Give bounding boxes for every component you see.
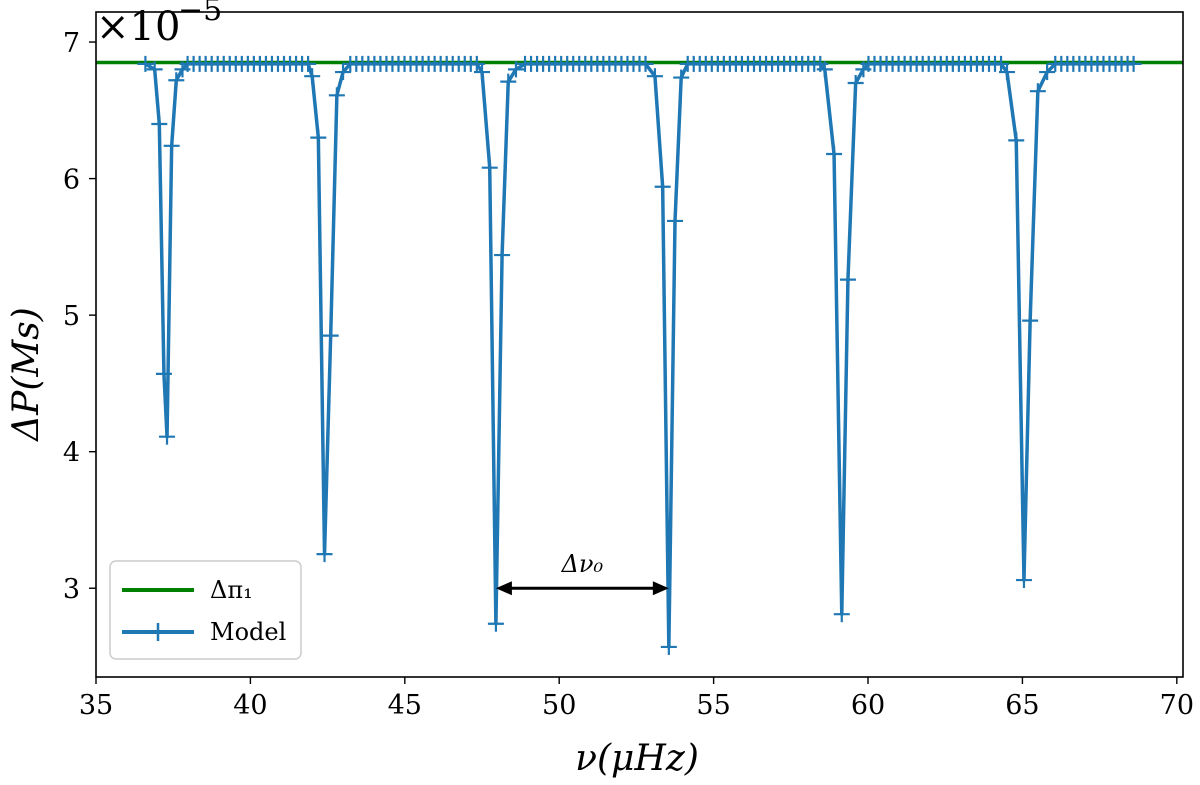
model-point xyxy=(654,178,671,195)
model-point xyxy=(163,137,180,154)
x-tick-label: 60 xyxy=(851,690,885,721)
series-model-line xyxy=(144,62,1134,649)
y-tick-label: 3 xyxy=(63,574,80,605)
model-point xyxy=(487,615,504,632)
model-point xyxy=(1125,55,1142,72)
x-tick-label: 40 xyxy=(233,690,267,721)
model-point xyxy=(507,61,524,78)
series-model-markers xyxy=(137,55,1142,655)
model-point xyxy=(637,55,654,72)
model-point xyxy=(1039,64,1056,81)
x-tick-label: 35 xyxy=(79,690,113,721)
x-tick-label: 50 xyxy=(542,690,576,721)
model-point xyxy=(847,75,864,92)
y-tick-label: 6 xyxy=(63,165,80,196)
model-point xyxy=(494,247,511,264)
y-tick-label: 7 xyxy=(63,28,80,59)
x-tick-label: 65 xyxy=(1005,690,1039,721)
annotation-delta-nu: Δν₀ xyxy=(495,550,669,596)
model-point xyxy=(474,64,491,81)
model-point xyxy=(481,159,498,176)
model-point xyxy=(646,68,663,85)
y-scale-exponent: −5 xyxy=(178,0,222,28)
model-point xyxy=(155,365,172,382)
model-point xyxy=(839,271,856,288)
legend-label-model: Model xyxy=(210,618,286,646)
y-tick-label: 4 xyxy=(63,438,80,469)
legend: Δπ₁ Model xyxy=(109,560,302,660)
annotation-label: Δν₀ xyxy=(561,550,604,578)
model-point xyxy=(335,64,352,81)
model-point xyxy=(310,129,327,146)
model-point xyxy=(304,68,321,85)
model-point xyxy=(998,64,1015,81)
model-point xyxy=(328,87,345,104)
x-tick-label: 45 xyxy=(388,690,422,721)
y-axis-label: ΔP(Ms) xyxy=(6,307,47,443)
x-tick-label: 55 xyxy=(696,690,730,721)
x-axis-label: ν(μHz) xyxy=(575,738,699,779)
model-point xyxy=(816,61,833,78)
model-point xyxy=(1008,132,1025,149)
model-point xyxy=(826,146,843,163)
axes-frame xyxy=(95,11,1184,678)
model-point xyxy=(667,212,684,229)
legend-label-delta-pi: Δπ₁ xyxy=(210,576,253,604)
model-point xyxy=(993,55,1010,72)
model-point xyxy=(1022,312,1039,329)
model-point xyxy=(833,606,850,623)
model-point xyxy=(660,638,677,655)
annotation-arrow-head-left xyxy=(495,581,512,596)
model-point xyxy=(137,55,154,72)
model-point xyxy=(500,73,517,90)
model-point xyxy=(316,546,333,563)
y-scale-prefix: ×10 xyxy=(96,4,180,50)
plot-area xyxy=(96,55,1183,655)
annotation-arrow-head-right xyxy=(652,581,669,596)
y-tick-label: 5 xyxy=(63,301,80,332)
model-point xyxy=(468,55,485,72)
model-point xyxy=(168,72,185,89)
model-point xyxy=(159,428,176,445)
x-tick-label: 70 xyxy=(1160,690,1194,721)
model-point xyxy=(146,61,163,78)
model-point xyxy=(322,327,339,344)
model-point xyxy=(1029,83,1046,100)
model-point xyxy=(151,115,168,132)
model-point xyxy=(1015,572,1032,589)
model-point xyxy=(673,69,690,86)
model-point xyxy=(300,55,317,72)
